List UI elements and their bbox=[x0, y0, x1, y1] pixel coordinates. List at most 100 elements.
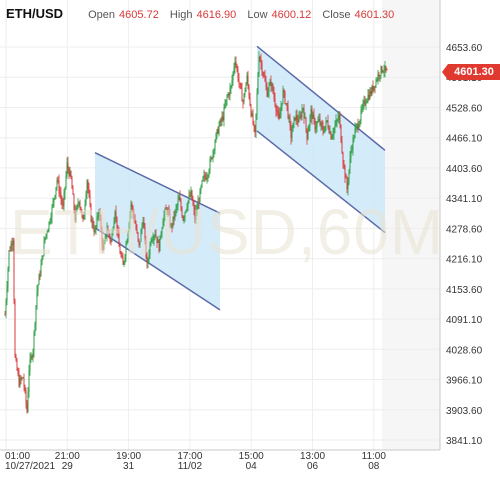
candle-body bbox=[252, 113, 254, 124]
candle-body bbox=[251, 113, 253, 116]
candle-body bbox=[86, 180, 88, 195]
candle-body bbox=[370, 91, 372, 95]
open-value: 4605.72 bbox=[119, 9, 159, 21]
candle-body bbox=[156, 237, 158, 243]
candle-body bbox=[24, 386, 26, 391]
candle-body bbox=[191, 190, 193, 201]
candle-body bbox=[197, 201, 199, 210]
candle-body bbox=[142, 222, 144, 226]
price-tick-label: 4091.10 bbox=[446, 315, 483, 326]
price-tick-label: 4528.60 bbox=[446, 103, 483, 114]
candle-body bbox=[216, 129, 218, 134]
candle-body bbox=[314, 119, 316, 130]
candle-body bbox=[8, 250, 10, 269]
candle-body bbox=[185, 209, 187, 213]
candle-body bbox=[316, 122, 318, 127]
candle-body bbox=[274, 97, 276, 106]
candle-body bbox=[385, 66, 387, 70]
candle-body bbox=[255, 113, 257, 133]
channel-line bbox=[256, 45, 386, 151]
candle-body bbox=[373, 85, 375, 91]
candle-body bbox=[100, 217, 102, 230]
candle-body bbox=[348, 169, 350, 183]
candle-body bbox=[194, 209, 196, 220]
candle-body bbox=[181, 208, 183, 217]
candle-body bbox=[105, 235, 107, 237]
candle-body bbox=[19, 377, 21, 387]
candle-body bbox=[30, 356, 32, 360]
low-value: 4600.12 bbox=[271, 9, 312, 21]
candle-body bbox=[168, 210, 170, 214]
time-tick-label: 01:00 bbox=[5, 451, 30, 462]
candle-body bbox=[330, 131, 332, 140]
candle-body bbox=[66, 162, 68, 176]
candle-body bbox=[367, 94, 369, 101]
candle-body bbox=[287, 105, 289, 118]
date-tick-label: 10/27/2021 bbox=[5, 461, 55, 472]
candle-body bbox=[169, 213, 171, 226]
candle-body bbox=[200, 186, 202, 190]
channel-fill bbox=[257, 46, 385, 233]
candle-body bbox=[249, 97, 251, 106]
candle-body bbox=[358, 125, 360, 128]
candle-body bbox=[201, 180, 203, 187]
candle-body bbox=[304, 117, 306, 119]
candle-body bbox=[52, 201, 54, 207]
candle-body bbox=[96, 216, 98, 226]
future-area bbox=[382, 0, 440, 450]
candle-body bbox=[138, 239, 140, 245]
candle-body bbox=[179, 197, 181, 202]
price-tick-label: 4466.10 bbox=[446, 134, 483, 145]
candle-body bbox=[211, 157, 213, 159]
candle-body bbox=[144, 228, 146, 239]
candle-body bbox=[140, 230, 142, 242]
candle-body bbox=[308, 125, 310, 132]
candle-body bbox=[376, 79, 378, 81]
candle-body bbox=[272, 84, 274, 93]
price-tick-label: 4028.60 bbox=[446, 345, 483, 356]
candle-body bbox=[38, 275, 40, 285]
candle-body bbox=[147, 259, 149, 263]
candle-body bbox=[18, 374, 20, 387]
candle-body bbox=[165, 209, 167, 211]
candle-body bbox=[331, 136, 333, 140]
candle-body bbox=[237, 69, 239, 80]
candle-body bbox=[347, 182, 349, 190]
price-tick-label: 4278.60 bbox=[446, 224, 483, 235]
candle-body bbox=[279, 113, 281, 119]
candle-body bbox=[320, 122, 322, 125]
candle-body bbox=[32, 351, 34, 358]
candle-body bbox=[48, 221, 50, 230]
candle-body bbox=[39, 275, 41, 276]
candle-body bbox=[223, 107, 225, 120]
candle-body bbox=[135, 223, 137, 229]
candle-body bbox=[380, 66, 382, 76]
candle-body bbox=[241, 88, 243, 102]
candle-body bbox=[243, 93, 245, 103]
candle-body bbox=[57, 179, 59, 181]
date-tick-label: 11/02 bbox=[178, 461, 203, 472]
candle-body bbox=[119, 246, 121, 254]
candle-body bbox=[323, 131, 325, 133]
candle-body bbox=[44, 237, 46, 242]
candle-body bbox=[167, 210, 169, 212]
candle-body bbox=[9, 250, 11, 252]
candle-body bbox=[235, 61, 237, 66]
candle-body bbox=[141, 225, 143, 231]
candle-body bbox=[69, 171, 71, 176]
candle-body bbox=[284, 91, 286, 104]
candle-body bbox=[351, 149, 353, 151]
candle-body bbox=[302, 107, 304, 110]
candle-body bbox=[20, 377, 22, 380]
open-label: Open bbox=[88, 9, 116, 21]
candle-body bbox=[228, 94, 230, 96]
candle-body bbox=[299, 115, 301, 118]
candle-body bbox=[192, 200, 194, 205]
candle-body bbox=[310, 108, 312, 117]
candle-body bbox=[49, 221, 51, 223]
candle-body bbox=[356, 124, 358, 126]
candle-body bbox=[115, 211, 117, 217]
candle-body bbox=[230, 85, 232, 89]
price-tick-label: 4216.10 bbox=[446, 255, 483, 266]
candle-body bbox=[262, 72, 264, 76]
